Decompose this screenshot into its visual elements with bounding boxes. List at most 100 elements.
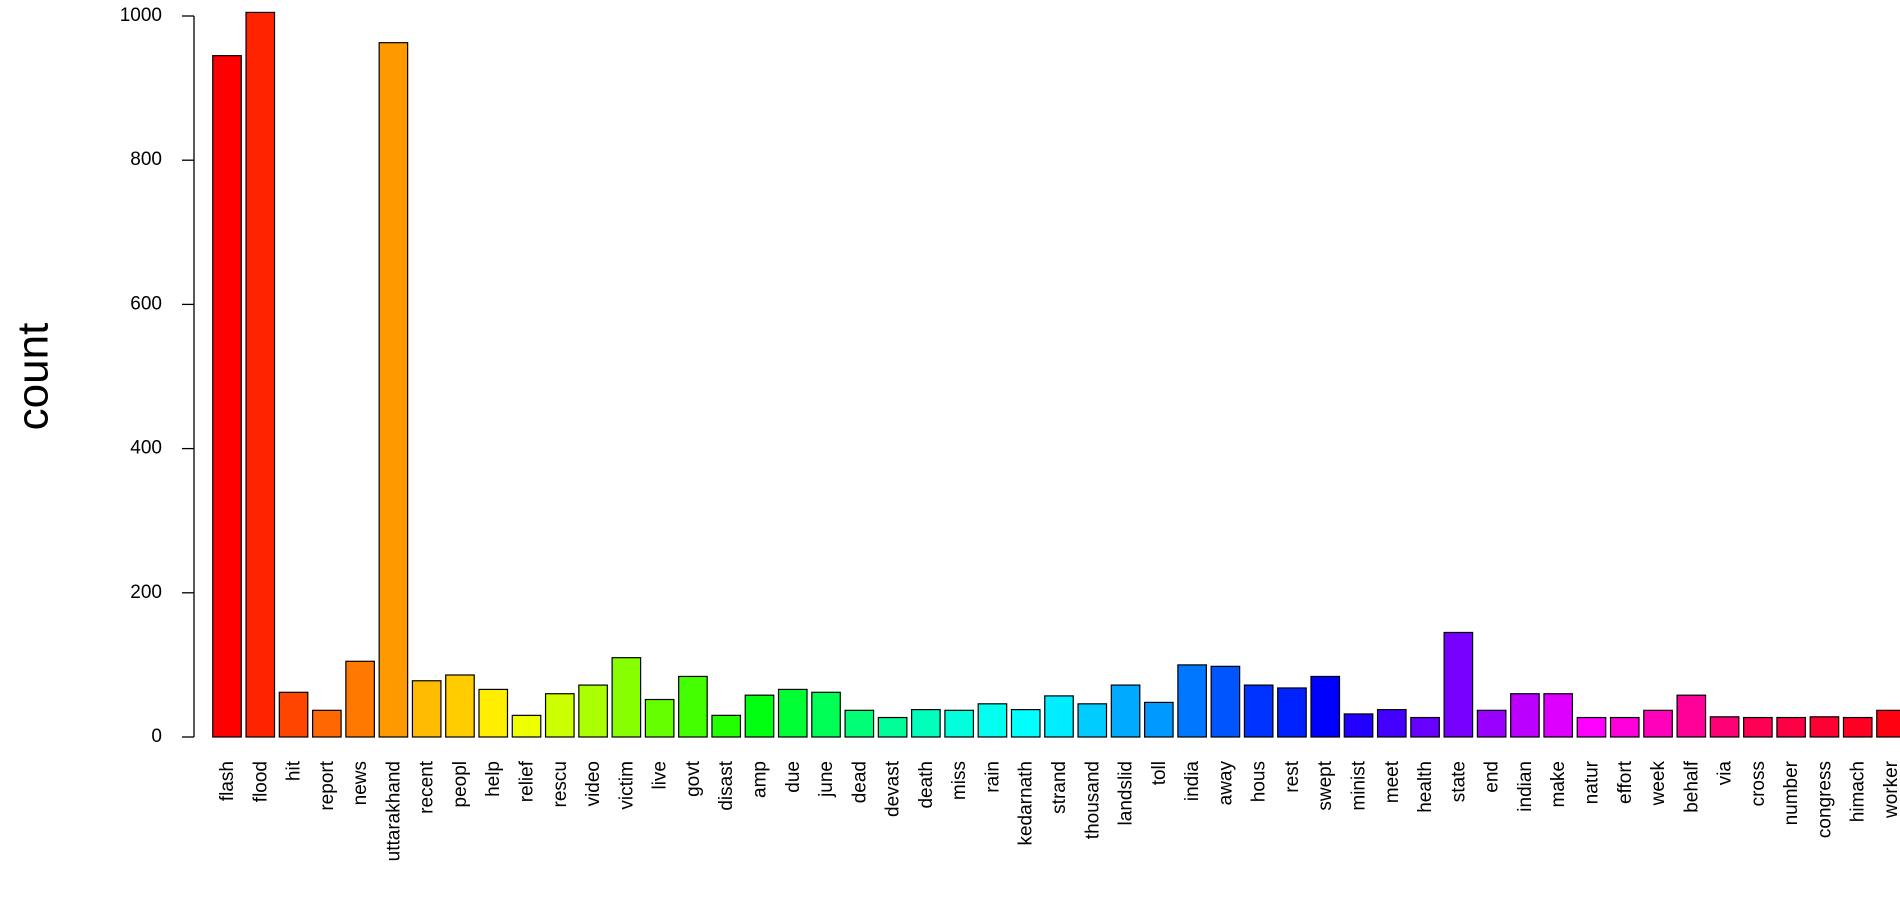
y-tick-label: 400 <box>130 438 162 459</box>
bar-worker <box>1876 709 1900 738</box>
x-tick-label: recent <box>417 760 438 814</box>
y-tick-label: 1000 <box>120 5 162 26</box>
bar-landslid <box>1110 684 1141 738</box>
bar-rescu <box>544 693 575 738</box>
x-tick-label: congress <box>1814 761 1835 838</box>
bar-behalf <box>1676 694 1707 738</box>
x-tick-label: relief <box>517 760 538 802</box>
x-tick-label: disast <box>716 760 737 810</box>
x-tick-label: hous <box>1249 761 1270 802</box>
x-tick-label: toll <box>1149 761 1170 785</box>
bar-live <box>644 698 675 738</box>
bar-end <box>1476 709 1507 738</box>
x-tick-label: minist <box>1349 760 1370 810</box>
bar-amp <box>744 694 775 738</box>
y-tick-label: 200 <box>130 582 162 603</box>
x-tick-label: number <box>1781 760 1802 825</box>
x-tick-label: live <box>650 761 671 790</box>
x-tick-label: flood <box>250 761 271 802</box>
x-tick-label: report <box>317 760 338 810</box>
bar-thousand <box>1077 703 1108 738</box>
bar-uttarakhand <box>378 42 409 738</box>
bar-cross <box>1743 716 1773 738</box>
y-axis-label: count <box>9 323 58 431</box>
bar-himach <box>1842 716 1873 738</box>
x-tick-label: hit <box>284 760 305 781</box>
bar-relief <box>511 714 542 738</box>
x-tick-label: devast <box>883 760 904 817</box>
x-tick-label: worker <box>1881 760 1900 819</box>
bar-disast <box>711 714 742 738</box>
x-tick-label: end <box>1482 761 1503 793</box>
bar-recent <box>411 680 442 738</box>
x-tick-label: june <box>816 761 837 798</box>
bar-number <box>1776 716 1807 738</box>
x-tick-label: amp <box>749 761 770 798</box>
bar-via <box>1709 716 1740 738</box>
bar-hous <box>1243 684 1274 738</box>
bar-news <box>345 660 375 738</box>
x-tick-label: peopl <box>450 761 471 808</box>
x-tick-label: uttarakhand <box>383 761 404 861</box>
x-tick-label: miss <box>949 761 970 800</box>
bar-india <box>1177 664 1207 738</box>
x-tick-label: meet <box>1382 760 1403 803</box>
bar-week <box>1643 709 1673 738</box>
bar-indian <box>1510 693 1540 738</box>
x-tick-label: effort <box>1615 760 1636 804</box>
x-tick-label: health <box>1415 761 1436 813</box>
bar-hit <box>278 691 309 738</box>
x-tick-label: due <box>783 761 804 793</box>
y-axis: 0 200 400 600 800 1000 <box>120 5 195 747</box>
bar-due <box>777 688 808 738</box>
x-tick-label: state <box>1448 761 1469 802</box>
x-tick-label: rescu <box>550 761 571 807</box>
x-tick-label: video <box>583 761 604 806</box>
x-tick-label: indian <box>1515 761 1536 812</box>
x-tick-label: himach <box>1848 761 1869 822</box>
bar-health <box>1410 716 1440 738</box>
x-tick-label: india <box>1182 761 1203 802</box>
x-tick-label: via <box>1715 761 1736 786</box>
bar-rain <box>977 703 1008 738</box>
y-tick-label: 800 <box>130 149 162 170</box>
x-tick-labels: flash flood hit report news uttarakhand recent… <box>217 760 1900 861</box>
bar-away <box>1210 665 1241 738</box>
bar-miss <box>944 709 975 738</box>
x-tick-label: govt <box>683 760 704 797</box>
bar-meet <box>1376 708 1407 738</box>
x-tick-label: week <box>1648 761 1669 807</box>
bar-swept <box>1310 675 1341 738</box>
bars-group <box>212 11 1900 738</box>
bar-natur <box>1576 716 1607 738</box>
bar-rest <box>1277 687 1307 738</box>
x-tick-label: rain <box>982 761 1003 793</box>
bar-kedarnath <box>1010 708 1041 738</box>
x-tick-label: thousand <box>1082 761 1103 839</box>
x-tick-label: strand <box>1049 761 1070 814</box>
bar-dead <box>844 709 875 738</box>
x-tick-label: landslid <box>1116 761 1137 825</box>
bar-peopl <box>445 674 475 738</box>
x-tick-label: make <box>1548 761 1569 807</box>
x-tick-label: news <box>350 761 371 805</box>
bar-june <box>811 691 841 738</box>
bar-victim <box>611 657 642 738</box>
x-tick-label: natur <box>1581 760 1602 804</box>
y-tick-label: 600 <box>130 293 162 314</box>
x-tick-label: kedarnath <box>1016 761 1037 846</box>
bar-video <box>578 684 608 738</box>
x-tick-label: swept <box>1315 760 1336 810</box>
bar-minist <box>1343 713 1374 738</box>
bar-make <box>1543 693 1574 738</box>
bar-effort <box>1609 716 1640 738</box>
x-tick-label: cross <box>1748 761 1769 806</box>
x-tick-label: help <box>483 761 504 797</box>
bar-devast <box>877 716 908 738</box>
bar-toll <box>1143 701 1174 738</box>
bar-flood <box>245 11 276 738</box>
bar-death <box>911 708 941 738</box>
x-tick-label: behalf <box>1681 760 1702 812</box>
